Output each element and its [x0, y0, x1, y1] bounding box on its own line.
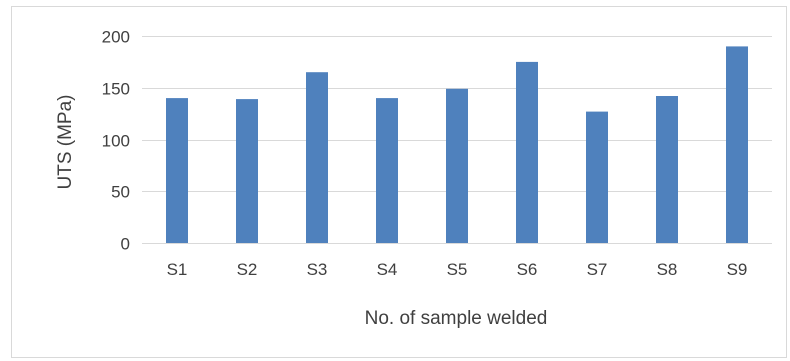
bar-s3 — [306, 72, 328, 243]
x-tick-label-s1: S1 — [167, 260, 188, 279]
bars — [166, 46, 748, 244]
y-tick-label: 100 — [102, 132, 130, 151]
y-tick-label: 0 — [121, 235, 130, 254]
bar-s1 — [166, 98, 188, 243]
x-tick-label-s8: S8 — [657, 260, 678, 279]
x-tick-label-s2: S2 — [237, 260, 258, 279]
x-tick-label-s9: S9 — [727, 260, 748, 279]
bar-s4 — [376, 98, 398, 243]
bar-s9 — [726, 46, 748, 244]
bar-s5 — [446, 88, 468, 243]
y-tick-label: 200 — [102, 28, 130, 47]
y-axis-title: UTS (MPa) — [55, 95, 76, 190]
bar-s2 — [236, 99, 258, 243]
bar-s8 — [656, 96, 678, 243]
x-tick-label-s5: S5 — [447, 260, 468, 279]
x-tick-label-s6: S6 — [517, 260, 538, 279]
x-tick-label-s3: S3 — [307, 260, 328, 279]
y-tick-label: 50 — [111, 183, 130, 202]
bar-s7 — [586, 111, 608, 243]
x-tick-labels: S1 S2 S3 S4 S5 S6 S7 S8 S9 — [167, 260, 748, 279]
x-tick-label-s7: S7 — [587, 260, 608, 279]
x-axis-title: No. of sample welded — [365, 308, 548, 329]
x-tick-label-s4: S4 — [377, 260, 398, 279]
bar-s6 — [516, 61, 538, 244]
y-tick-label: 150 — [102, 80, 130, 99]
y-tick-labels: 0 50 100 150 200 — [102, 28, 130, 254]
